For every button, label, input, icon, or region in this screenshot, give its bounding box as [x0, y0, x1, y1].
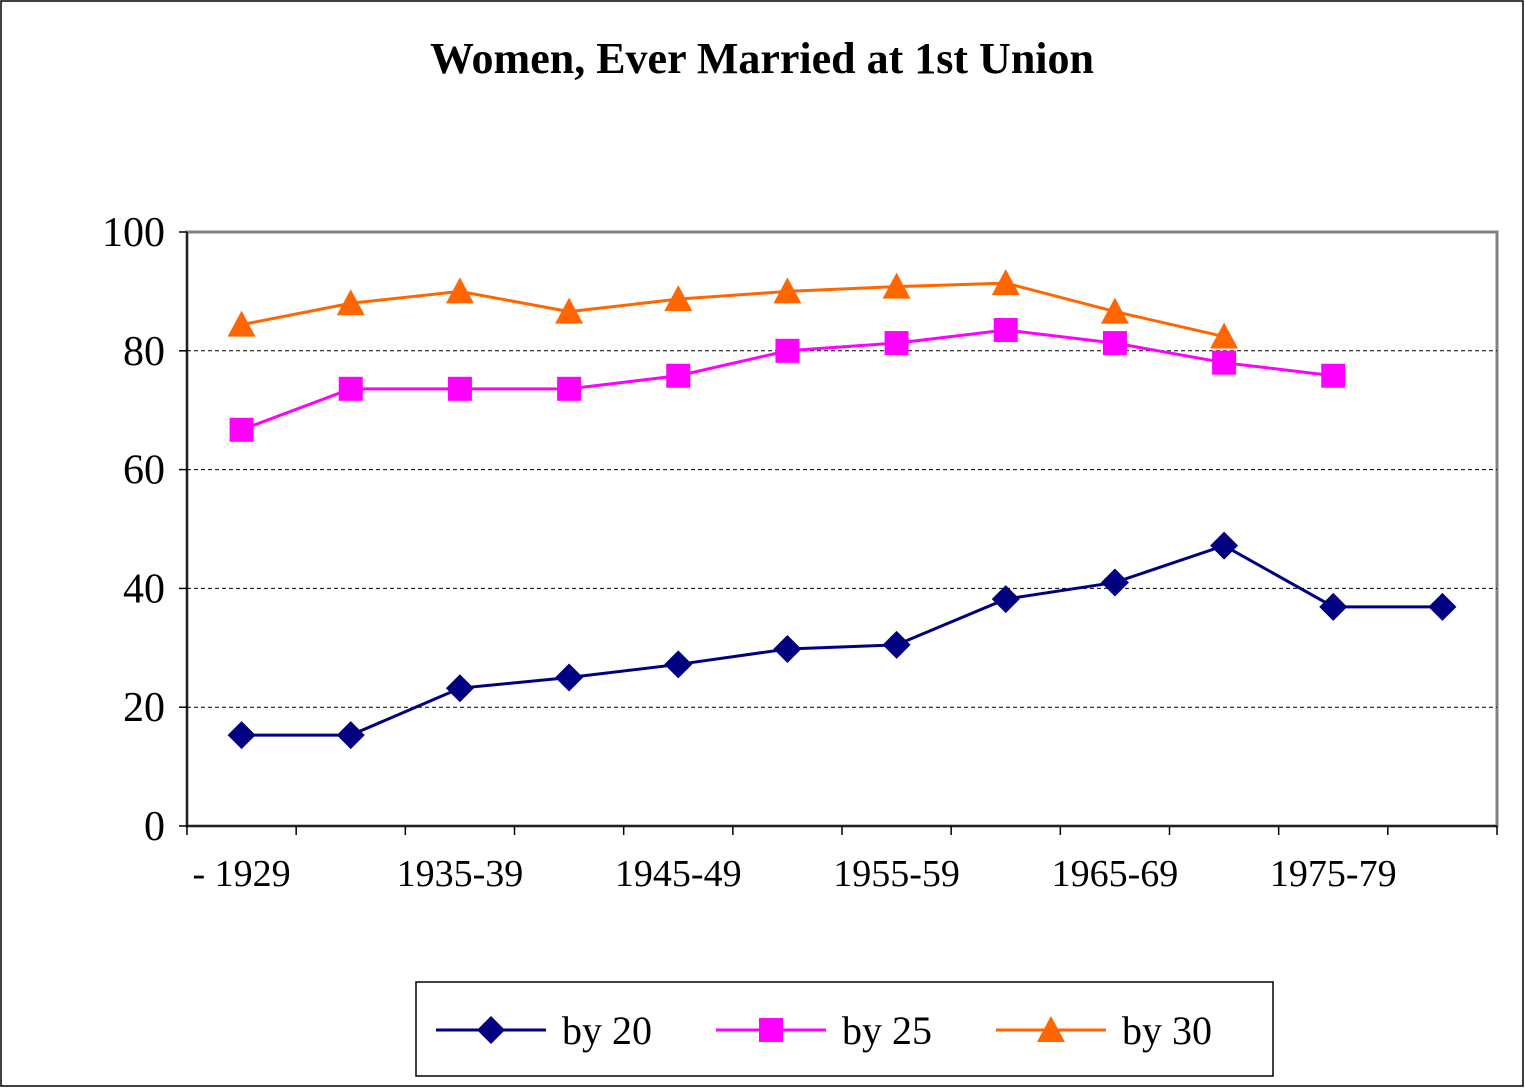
x-tick-label: 1935-39: [397, 853, 524, 895]
data-point: [664, 650, 693, 679]
y-tick-label: 0: [144, 804, 165, 850]
data-point: [1319, 592, 1348, 621]
data-point: [775, 338, 800, 363]
y-tick-label: 80: [123, 329, 165, 375]
data-point: [991, 269, 1020, 296]
data-point: [338, 376, 363, 401]
data-point: [1102, 331, 1127, 356]
legend-label: by 25: [842, 1008, 932, 1053]
data-point: [1100, 568, 1129, 597]
data-point: [557, 376, 582, 401]
data-point: [1212, 350, 1237, 375]
data-point: [1210, 322, 1239, 349]
x-tick-label: 1965-69: [1052, 853, 1179, 895]
legend-marker: [759, 1018, 783, 1042]
data-point: [445, 674, 474, 703]
x-tick-label: 1955-59: [833, 853, 960, 895]
data-point: [336, 721, 365, 750]
data-point: [227, 721, 256, 750]
data-point: [882, 630, 911, 659]
data-point: [666, 363, 691, 388]
data-point: [227, 310, 256, 337]
data-point: [1210, 531, 1239, 560]
plot-area: [185, 230, 1499, 828]
data-point: [993, 318, 1018, 343]
data-point: [336, 289, 365, 316]
legend-marker: [1037, 1016, 1065, 1042]
legend-label: by 30: [1122, 1008, 1212, 1053]
y-tick-label: 100: [102, 210, 165, 256]
data-point: [991, 585, 1020, 614]
data-point: [882, 272, 911, 299]
chart-title: Women, Ever Married at 1st Union: [430, 34, 1094, 83]
series-line: [241, 543, 1443, 737]
data-point: [447, 376, 472, 401]
data-point: [555, 297, 584, 324]
data-point: [445, 277, 474, 304]
legend-label: by 20: [562, 1008, 652, 1053]
legend-marker: [477, 1016, 505, 1044]
data-point: [773, 634, 802, 663]
data-point: [229, 417, 254, 442]
legend-box: [415, 981, 1274, 1077]
data-point: [555, 663, 584, 692]
y-tick-label: 60: [123, 448, 165, 494]
x-tick-label: - 1929: [193, 853, 291, 895]
data-point: [773, 277, 802, 304]
data-point: [1428, 592, 1457, 621]
x-tick-label: 1945-49: [615, 853, 742, 895]
data-point: [1100, 297, 1129, 324]
data-point: [1321, 363, 1346, 388]
data-point: [884, 331, 909, 356]
series-line: [241, 281, 1225, 339]
x-tick-label: 1975-79: [1270, 853, 1397, 895]
y-tick-label: 40: [123, 566, 165, 612]
y-tick-label: 20: [123, 685, 165, 731]
data-point: [664, 285, 693, 312]
